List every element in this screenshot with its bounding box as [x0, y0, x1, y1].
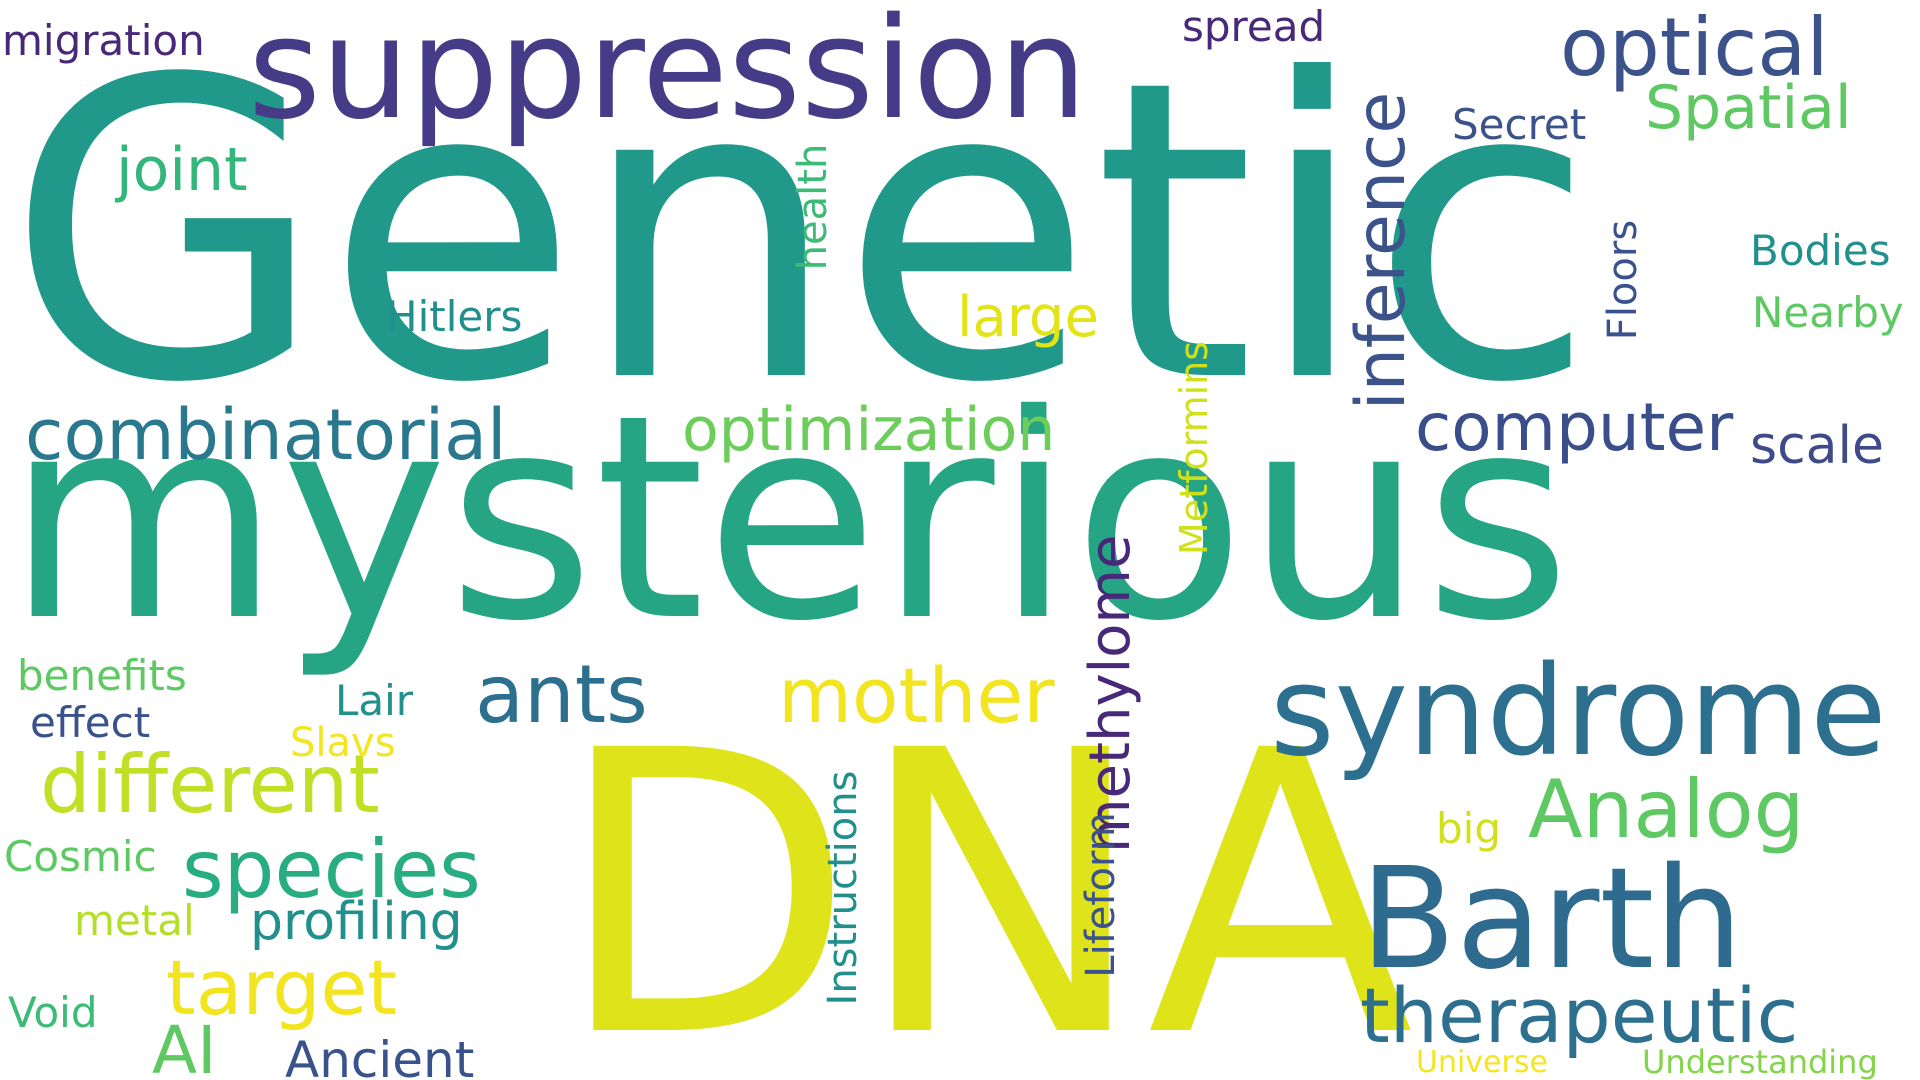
word-spread: spread — [1182, 2, 1326, 51]
word-large: large — [957, 285, 1099, 350]
word-slavs: Slavs — [290, 720, 396, 766]
word-metal: metal — [74, 896, 195, 945]
word-benefits: benefits — [17, 651, 187, 700]
word-syndrome: syndrome — [1270, 640, 1887, 784]
word-joint: joint — [116, 135, 248, 205]
word-cosmic: Cosmic — [4, 832, 157, 881]
word-different: different — [40, 738, 380, 831]
word-inference: inference — [1342, 91, 1421, 411]
word-lifeform: Lifeform — [1078, 812, 1124, 978]
word-big: big — [1436, 804, 1501, 853]
word-ancient: Ancient — [285, 1031, 475, 1080]
word-spatial: Spatial — [1645, 73, 1852, 143]
word-analog: Analog — [1528, 763, 1805, 856]
word-optical: optical — [1560, 1, 1829, 94]
word-genetic: Genetic — [6, 0, 1596, 473]
word-nearby: Nearby — [1752, 288, 1904, 337]
word-suppression: suppression — [248, 0, 1088, 151]
word-migration: migration — [2, 16, 205, 65]
word-secret: Secret — [1452, 100, 1587, 149]
word-ai: AI — [152, 1012, 217, 1080]
word-metformins: Metformins — [1172, 340, 1216, 556]
word-dna: DNA — [555, 668, 1414, 1080]
word-computer: computer — [1415, 389, 1734, 466]
word-understanding: Understanding — [1642, 1043, 1878, 1080]
word-lair: Lair — [335, 676, 414, 725]
word-mother: mother — [778, 651, 1055, 740]
word-optimization: optimization — [682, 395, 1056, 465]
word-barth: Barth — [1360, 838, 1744, 1001]
word-species: species — [182, 823, 481, 916]
word-combinatorial: combinatorial — [25, 394, 507, 476]
word-floors: Floors — [1600, 219, 1646, 341]
word-void: Void — [8, 988, 98, 1037]
word-mysterious: mysterious — [6, 354, 1572, 683]
word-target: target — [166, 943, 398, 1032]
word-scale: scale — [1750, 416, 1884, 476]
word-therapeutic: therapeutic — [1360, 971, 1799, 1060]
word-universe: Universe — [1416, 1045, 1548, 1080]
word-bodies: Bodies — [1750, 226, 1891, 275]
word-health: health — [790, 143, 836, 271]
word-effect: effect — [30, 698, 151, 747]
word-instructions: Instructions — [820, 770, 866, 1006]
word-hitlers: Hitlers — [386, 292, 523, 341]
word-profiling: profiling — [250, 892, 463, 952]
word-ants: ants — [475, 648, 648, 741]
